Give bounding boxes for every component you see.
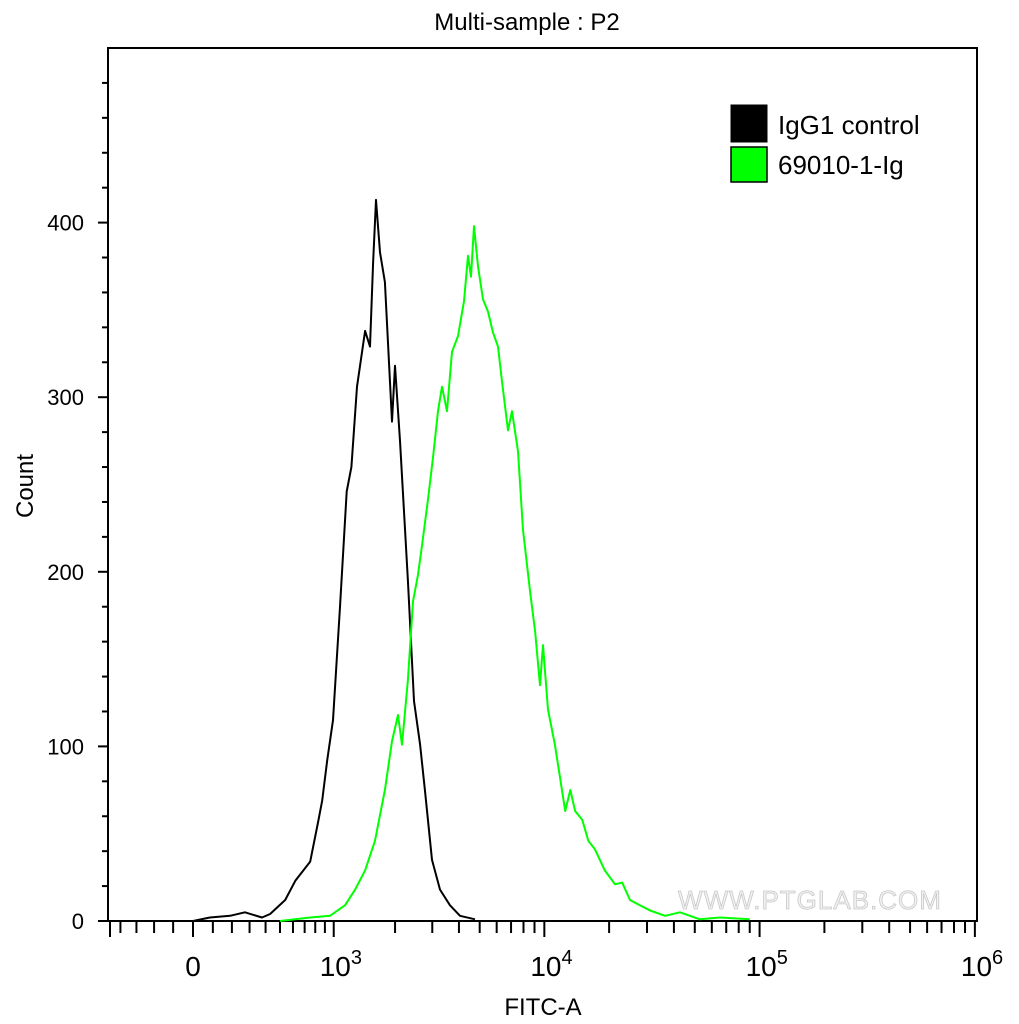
legend-label-69010-1-ig: 69010-1-Ig (778, 150, 904, 180)
x-tick-base: 10 (320, 951, 351, 982)
x-tick-label: 105 (746, 947, 788, 982)
x-tick-label: 104 (530, 947, 572, 982)
y-tick-label: 400 (47, 211, 84, 236)
plot-frame (107, 47, 978, 922)
series-69010-1-ig (279, 225, 750, 922)
series-igg1-control (192, 198, 476, 922)
x-tick-label: 103 (320, 947, 362, 982)
x-tick-base: 0 (185, 951, 201, 982)
y-tick-label: 200 (47, 560, 84, 585)
x-axis: 0 103 104 105 106 (109, 921, 1003, 982)
x-tick-exponent: 6 (992, 947, 1003, 969)
series-group (192, 198, 750, 922)
y-axis-label: Count (12, 454, 39, 518)
chart-title: Multi-sample : P2 (434, 9, 619, 36)
legend: IgG1 control 69010-1-Ig (730, 104, 920, 183)
x-tick-exponent: 5 (777, 947, 788, 969)
x-tick-label: 106 (961, 947, 1003, 982)
y-axis: 0 100 200 300 400 (47, 81, 108, 934)
y-tick-label: 300 (47, 385, 84, 410)
x-tick-base: 10 (961, 951, 992, 982)
x-tick-base: 10 (746, 951, 777, 982)
watermark: WWW.PTGLAB.COM (678, 885, 942, 915)
y-tick-label: 100 (47, 734, 84, 759)
x-axis-label: FITC-A (504, 994, 581, 1021)
x-tick-label: 0 (185, 951, 201, 982)
legend-swatch-igg1-control (730, 104, 768, 143)
x-tick-exponent: 3 (351, 947, 362, 969)
legend-label-igg1-control: IgG1 control (778, 110, 920, 140)
y-tick-label: 0 (72, 909, 84, 934)
x-tick-base: 10 (530, 951, 561, 982)
legend-swatch-69010-1-ig (730, 146, 768, 183)
x-tick-exponent: 4 (562, 947, 573, 969)
